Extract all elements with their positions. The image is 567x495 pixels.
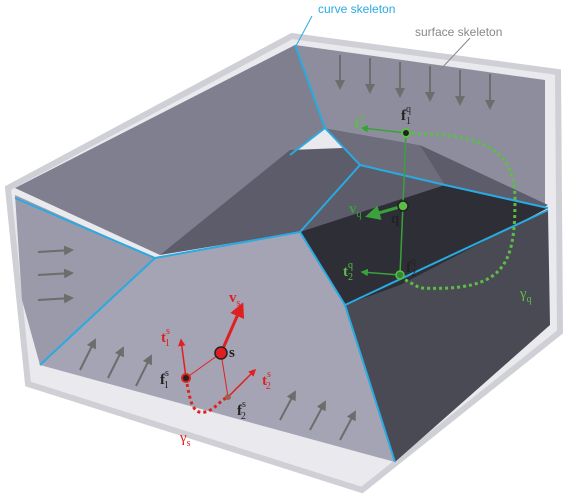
curve-skeleton bbox=[14, 44, 549, 463]
feature-point bbox=[225, 394, 231, 400]
skeleton-branch bbox=[14, 44, 362, 260]
skeleton-point bbox=[397, 200, 409, 212]
skeleton-branch bbox=[359, 164, 549, 209]
feature-line bbox=[185, 352, 222, 379]
symbol: fq 2 bbox=[406, 256, 416, 279]
left-back-wall bbox=[15, 45, 325, 255]
symbol-sup: s bbox=[242, 399, 246, 410]
symbol: fq 1 bbox=[401, 104, 411, 127]
tangent-arrow bbox=[360, 124, 407, 134]
leader-line bbox=[295, 15, 313, 47]
feature-point bbox=[395, 270, 405, 280]
geodesic bbox=[401, 131, 517, 290]
symbol-base: t bbox=[343, 264, 348, 280]
tangent-arrow bbox=[178, 338, 187, 379]
symbol-sup: s bbox=[165, 368, 169, 379]
symbol-sub: 2 bbox=[348, 272, 353, 283]
arrow bbox=[79, 338, 96, 371]
arrow bbox=[135, 354, 152, 387]
symbol: fs 2 bbox=[237, 399, 246, 422]
symbol-sub: 1 bbox=[165, 338, 170, 349]
skeleton-branch bbox=[344, 209, 549, 306]
symbol-sup: s bbox=[166, 326, 170, 337]
symbol-sup: q bbox=[406, 104, 411, 115]
symbol: vq bbox=[349, 201, 362, 220]
symbol-base: f bbox=[406, 260, 412, 276]
symbol: vs bbox=[229, 290, 241, 309]
arrow bbox=[339, 410, 356, 441]
symbol-sup: q bbox=[359, 112, 364, 123]
feature-line bbox=[220, 352, 229, 398]
symbol-base: q bbox=[391, 211, 400, 227]
symbol-sub: 1 bbox=[164, 380, 169, 391]
symbol-base: γ bbox=[519, 286, 527, 302]
arrow bbox=[279, 390, 296, 421]
surface-skeleton-label: surface skeleton bbox=[415, 25, 502, 39]
symbol: γs bbox=[179, 430, 191, 449]
symbol: s bbox=[229, 345, 235, 361]
arrow bbox=[107, 346, 124, 379]
symbol: ts 1 bbox=[161, 326, 170, 349]
skeleton-point bbox=[214, 346, 228, 360]
arrow bbox=[37, 268, 74, 279]
symbol-base: v bbox=[229, 290, 237, 306]
tangent-arrow bbox=[227, 368, 257, 398]
feature-point bbox=[401, 128, 411, 138]
leader-line bbox=[439, 37, 471, 71]
symbol: ts 2 bbox=[262, 369, 271, 392]
symbol-sub: 1 bbox=[406, 116, 411, 127]
arrow bbox=[309, 400, 326, 431]
symbol-base: f bbox=[160, 372, 166, 388]
arrow bbox=[37, 245, 74, 256]
q-construction bbox=[360, 124, 517, 290]
symbol: tq 2 bbox=[343, 260, 353, 283]
s-construction bbox=[178, 302, 257, 414]
geodesic bbox=[184, 377, 229, 414]
left-wall bbox=[15, 195, 155, 365]
symbol-sub: 1 bbox=[359, 124, 364, 135]
feature-point bbox=[181, 373, 191, 383]
symbol-base: v bbox=[349, 201, 357, 217]
skeleton-branch bbox=[289, 127, 326, 156]
symbol: γq bbox=[519, 286, 532, 305]
vector-arrow bbox=[365, 204, 404, 220]
skeleton-branch bbox=[39, 257, 156, 366]
symbol-sub: 2 bbox=[411, 268, 416, 279]
symbol-sub: s bbox=[187, 438, 191, 449]
back-wall bbox=[295, 45, 545, 205]
symbol-base: γ bbox=[179, 430, 187, 446]
vector-arrow bbox=[219, 302, 245, 354]
symbol-sup: q bbox=[411, 256, 416, 267]
symbol-sub: q bbox=[527, 294, 532, 305]
tangent-arrow bbox=[360, 268, 401, 277]
symbol-sub: s bbox=[237, 298, 241, 309]
symbol-sub: q bbox=[357, 209, 362, 220]
front-right-wall bbox=[345, 210, 550, 462]
symbol: fs 1 bbox=[160, 368, 169, 391]
symbol-sup: s bbox=[267, 369, 271, 380]
symbol-base: s bbox=[229, 345, 235, 361]
front-floor bbox=[40, 232, 395, 462]
symbol-base: t bbox=[161, 330, 166, 346]
symbol-sup: q bbox=[348, 260, 353, 271]
inner-ledge bbox=[325, 128, 445, 185]
symbol: tq 1 bbox=[354, 112, 364, 135]
symbol-base: f bbox=[237, 403, 243, 419]
symbol-base: t bbox=[354, 116, 359, 132]
symbol-base: f bbox=[401, 108, 407, 124]
arrow bbox=[37, 293, 74, 304]
symbol-sub: 2 bbox=[241, 411, 246, 422]
symbol-sub: 2 bbox=[266, 381, 271, 392]
normal-arrows bbox=[37, 55, 495, 441]
symbol: q bbox=[391, 211, 400, 227]
curve-skeleton-label: curve skeleton bbox=[318, 2, 395, 16]
symbol-base: t bbox=[262, 373, 267, 389]
